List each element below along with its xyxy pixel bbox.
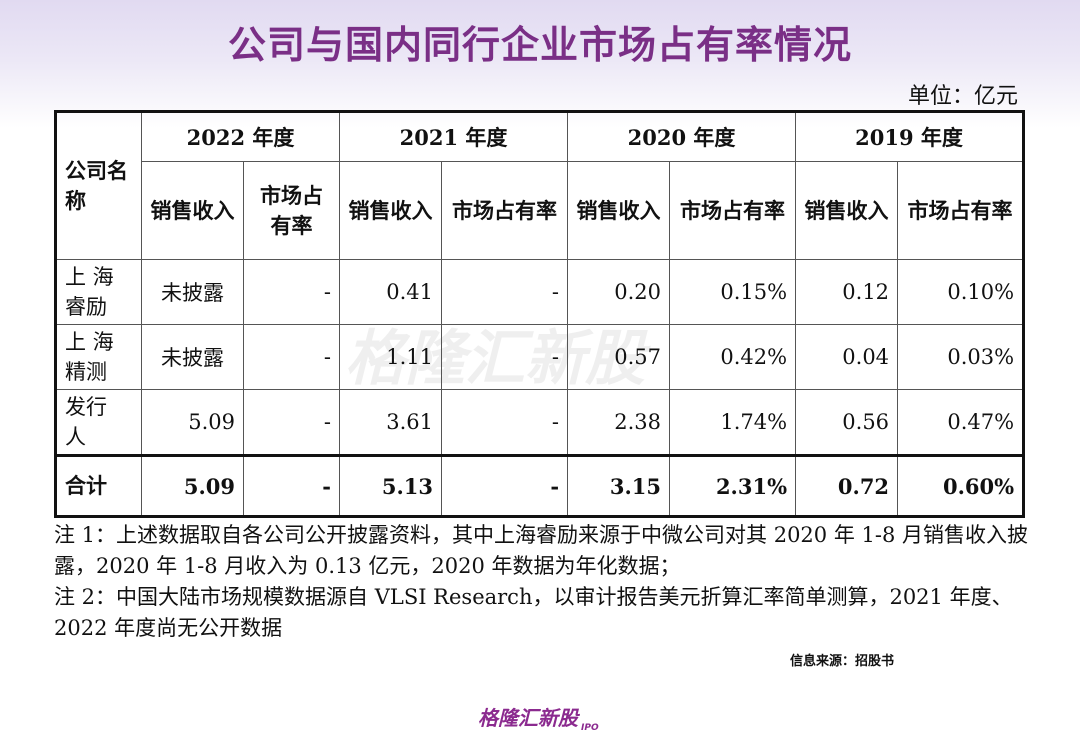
table-cell: 0.10% [897, 259, 1025, 325]
company-name-cell: 发行 人 [55, 389, 142, 456]
table-cell: - [441, 455, 569, 517]
brand-name: 格隆汇新股 [478, 706, 578, 730]
table-row: 上 海 睿励 未披露 - 0.41 - 0.20 0.15% 0.12 0.10… [55, 259, 1025, 325]
table-cell: 3.61 [339, 389, 443, 456]
market-share-table: 公司名称 2022 年度 2021 年度 2020 年度 2019 年度 销售收… [54, 110, 1026, 518]
table-cell: - [242, 389, 341, 456]
table-cell: 0.12 [795, 259, 899, 325]
brand-logo: 格隆汇新股 IPO [478, 702, 599, 733]
table-cell: 0.41 [339, 259, 443, 325]
footnotes: 注 1：上述数据取自各公司公开披露资料，其中上海睿励来源于中微公司对其 2020… [54, 520, 1028, 644]
table-cell: 0.60% [897, 455, 1025, 517]
year-header: 2022 年度 [140, 111, 341, 162]
page-title: 公司与国内同行企业市场占有率情况 [227, 22, 852, 67]
table-cell: 0.56 [795, 389, 899, 456]
table-cell: 2.31% [669, 455, 797, 517]
footnote-2: 注 2：中国大陆市场规模数据源自 VLSI Research，以审计报告美元折算… [54, 585, 1013, 640]
unit-label: 单位：亿元 [907, 84, 1018, 109]
year-header: 2020 年度 [567, 111, 797, 162]
share-header: 市场占有率 [441, 161, 569, 260]
table-cell: 5.13 [339, 455, 443, 517]
table-cell: 2.38 [567, 389, 671, 456]
share-header: 市场占有率 [242, 161, 341, 260]
sales-header: 销售收入 [141, 161, 244, 260]
year-header: 2019 年度 [795, 111, 1025, 162]
table-row: 上 海 精测 未披露 - 1.11 - 0.57 0.42% 0.04 0.03… [55, 324, 1025, 390]
table-cell: 0.03% [897, 324, 1025, 390]
sales-header: 销售收入 [567, 161, 671, 260]
table-cell: 1.74% [669, 389, 797, 456]
total-row: 合计 5.09 - 5.13 - 3.15 2.31% 0.72 0.60% [55, 455, 1025, 517]
company-name-cell: 上 海 精测 [55, 324, 142, 390]
table-cell: 0.15% [669, 259, 797, 325]
table-cell: 0.04 [795, 324, 899, 390]
company-name-cell: 上 海 睿励 [55, 259, 142, 325]
table-cell: 0.47% [897, 389, 1025, 456]
table-cell: - [242, 324, 341, 390]
table-cell: - [242, 455, 341, 517]
table-row: 发行 人 5.09 - 3.61 - 2.38 1.74% 0.56 0.47% [55, 389, 1025, 456]
table-cell: 0.42% [669, 324, 797, 390]
year-header: 2021 年度 [339, 111, 569, 162]
sales-header: 销售收入 [339, 161, 443, 260]
table-cell: - [441, 324, 569, 390]
table-cell: 3.15 [567, 455, 671, 517]
footnote-1: 注 1：上述数据取自各公司公开披露资料，其中上海睿励来源于中微公司对其 2020… [54, 523, 1028, 578]
share-header: 市场占有率 [669, 161, 797, 260]
share-header: 市场占有率 [897, 161, 1025, 260]
table-cell: - [242, 259, 341, 325]
source-label: 信息来源：招股书 [790, 654, 895, 669]
table-cell: 5.09 [141, 455, 244, 517]
table-cell: 未披露 [141, 259, 244, 325]
table-cell: - [441, 389, 569, 456]
table-cell: - [441, 259, 569, 325]
table-cell: 未披露 [141, 324, 244, 390]
table-cell: 0.57 [567, 324, 671, 390]
table-cell: 0.72 [795, 455, 899, 517]
company-name-cell: 合计 [55, 455, 142, 517]
table-cell: 1.11 [339, 324, 443, 390]
brand-suffix: IPO [581, 723, 599, 733]
table-cell: 0.20 [567, 259, 671, 325]
company-name-header: 公司名称 [55, 111, 142, 260]
table-cell: 5.09 [141, 389, 244, 456]
sales-header: 销售收入 [795, 161, 899, 260]
